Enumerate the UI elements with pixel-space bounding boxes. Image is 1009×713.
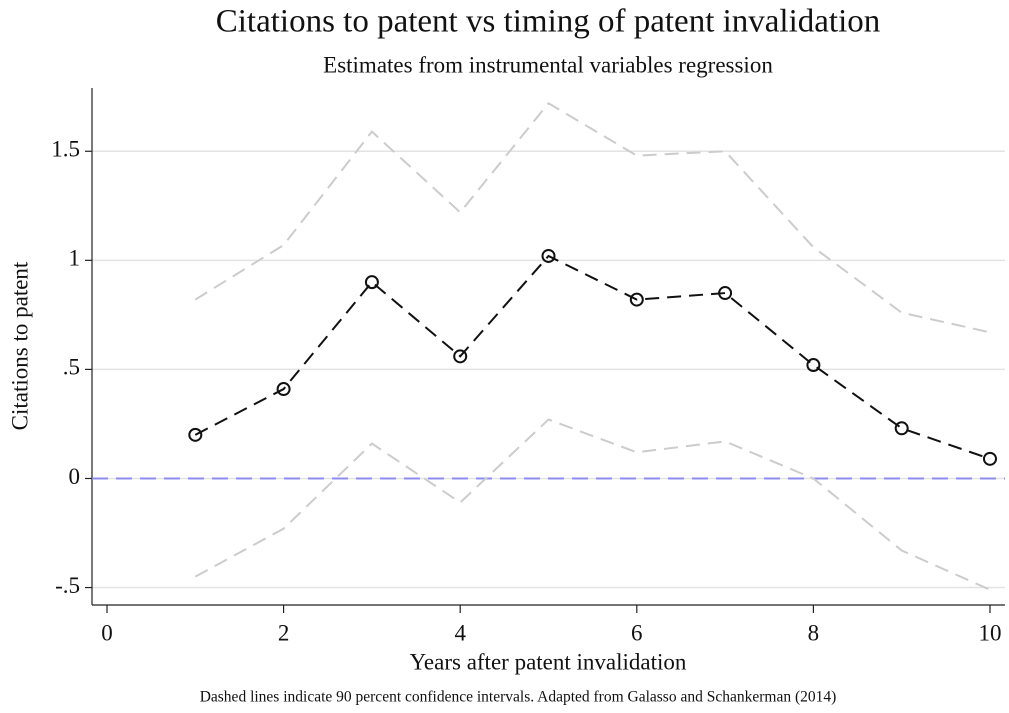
chart-title: Citations to patent vs timing of patent … bbox=[216, 4, 881, 40]
series-line bbox=[194, 101, 991, 334]
point-marker bbox=[982, 451, 997, 466]
y-tick-label: 1 bbox=[69, 246, 81, 271]
point-marker bbox=[629, 292, 644, 307]
chart-subtitle: Estimates from instrumental variables re… bbox=[323, 52, 773, 77]
series-line bbox=[194, 418, 991, 591]
x-tick-label: 0 bbox=[101, 620, 113, 645]
y-tick-label: -.5 bbox=[55, 573, 80, 598]
x-tick-label: 8 bbox=[808, 620, 820, 645]
point-marker bbox=[453, 349, 468, 364]
y-tick-label: 0 bbox=[69, 464, 81, 489]
footnote: Dashed lines indicate 90 percent confide… bbox=[200, 689, 837, 706]
x-tick-label: 10 bbox=[978, 620, 1001, 645]
point-marker bbox=[718, 286, 733, 301]
point-marker bbox=[806, 358, 821, 373]
y-axis-label: Citations to patent bbox=[7, 261, 32, 430]
x-tick-label: 2 bbox=[278, 620, 290, 645]
point-marker bbox=[364, 275, 379, 290]
y-tick-label: 1.5 bbox=[51, 137, 80, 162]
point-marker bbox=[276, 382, 291, 397]
point-marker bbox=[894, 421, 909, 436]
y-tick-label: .5 bbox=[63, 355, 80, 380]
point-marker bbox=[541, 248, 556, 263]
x-tick-label: 6 bbox=[631, 620, 643, 645]
x-tick-label: 4 bbox=[454, 620, 466, 645]
x-axis-label: Years after patent invalidation bbox=[410, 649, 687, 674]
series-line bbox=[194, 254, 991, 460]
point-marker bbox=[188, 427, 203, 442]
